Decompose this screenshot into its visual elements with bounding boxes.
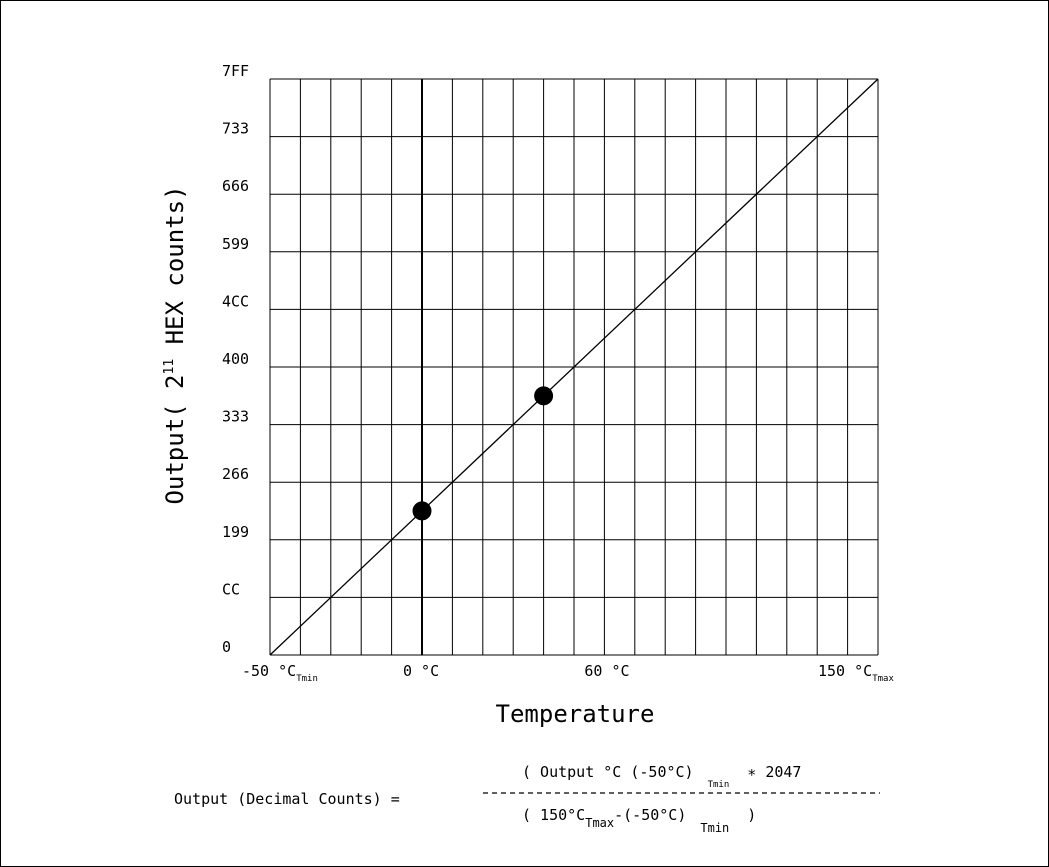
x-tick-labels: -50 °CTmin 0 °C 60 °C 150 °CTmax xyxy=(242,662,894,684)
x-tick-label: 60 °C xyxy=(584,662,629,680)
y-tick-label: 199 xyxy=(222,523,249,541)
y-tick-label: 0 xyxy=(222,638,231,656)
chart-series xyxy=(269,78,879,656)
data-point xyxy=(534,386,554,406)
y-tick-label: 599 xyxy=(222,235,249,253)
chart-grid xyxy=(269,78,879,656)
formula: Output (Decimal Counts) = ( Output °C (-… xyxy=(174,763,880,835)
y-tick-label: 7FF xyxy=(222,62,249,80)
y-tick-label: 733 xyxy=(222,120,249,138)
x-tick-label: 150 °CTmax xyxy=(818,662,894,684)
data-point xyxy=(412,501,432,521)
y-tick-label: 666 xyxy=(222,177,249,195)
y-tick-labels: 0 CC 199 266 333 400 4CC 599 666 733 7FF xyxy=(222,62,249,656)
y-tick-label: CC xyxy=(222,580,240,598)
y-tick-label: 400 xyxy=(222,350,249,368)
y-tick-label: 333 xyxy=(222,408,249,426)
y-tick-label: 266 xyxy=(222,465,249,483)
y-axis-title: Output( 211 HEX counts) xyxy=(161,185,189,504)
x-tick-label: -50 °CTmin xyxy=(242,662,318,684)
x-tick-label: 0 °C xyxy=(403,662,439,680)
formula-numerator: ( Output °C (-50°C)Tmin∗ 2047 xyxy=(522,763,801,790)
x-axis-title: Temperature xyxy=(496,700,655,728)
chart-points xyxy=(412,386,554,521)
formula-lhs: Output (Decimal Counts) = xyxy=(174,790,400,808)
y-tick-label: 4CC xyxy=(222,292,249,310)
series-line xyxy=(269,78,879,656)
formula-denominator: ( 150°CTmax-(-50°C)Tmin) xyxy=(522,806,756,835)
